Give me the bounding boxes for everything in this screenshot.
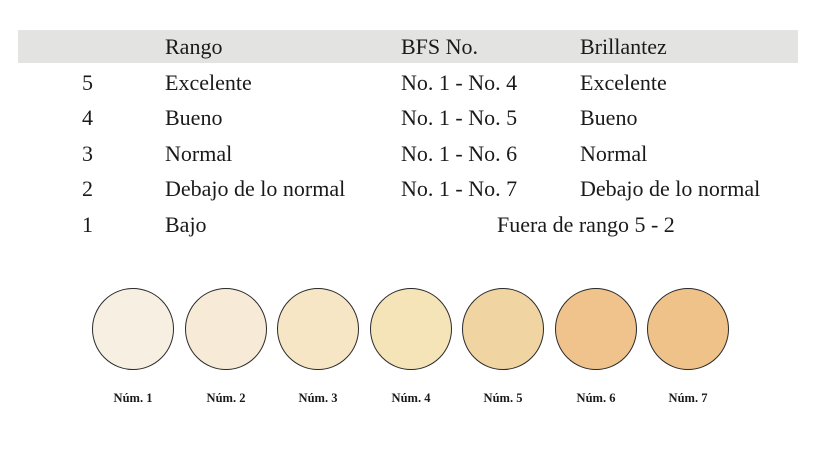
- color-swatch: [370, 288, 452, 370]
- color-swatch: [92, 288, 174, 370]
- swatch-label: Núm. 6: [576, 391, 616, 405]
- header-bfs: BFS No.: [401, 34, 479, 59]
- row-brillantez: Normal: [580, 141, 648, 166]
- row-number: 5: [82, 70, 93, 95]
- color-swatch: [647, 288, 729, 370]
- color-swatch: [185, 288, 267, 370]
- swatch-label: Núm. 3: [298, 391, 338, 405]
- row-bfs: No. 1 - No. 6: [401, 141, 518, 166]
- color-swatch: [462, 288, 544, 370]
- table-header-band: [18, 30, 798, 63]
- row-number: 1: [82, 212, 93, 237]
- swatch-label: Núm. 1: [113, 391, 153, 405]
- row-rango: Bajo: [165, 212, 207, 237]
- row-bfs: No. 1 - No. 7: [401, 176, 518, 201]
- row-rango: Bueno: [165, 105, 223, 130]
- swatch-label: Núm. 5: [483, 391, 523, 405]
- row-bfs: No. 1 - No. 5: [401, 105, 518, 130]
- header-brillantez: Brillantez: [580, 34, 667, 59]
- swatch-label: Núm. 4: [391, 391, 431, 405]
- color-swatch: [277, 288, 359, 370]
- row-brillantez: Debajo de lo normal: [580, 176, 761, 201]
- row-number: 4: [82, 105, 93, 130]
- row-number: 3: [82, 141, 93, 166]
- swatch-label: Núm. 7: [668, 391, 708, 405]
- header-rango: Rango: [165, 34, 223, 59]
- row-out-of-range-note: Fuera de rango 5 - 2: [497, 212, 675, 237]
- color-swatch: [555, 288, 637, 370]
- row-rango: Excelente: [165, 70, 252, 95]
- row-brillantez: Bueno: [580, 105, 638, 130]
- swatch-label: Núm. 2: [206, 391, 246, 405]
- row-rango: Debajo de lo normal: [165, 176, 346, 201]
- row-brillantez: Excelente: [580, 70, 667, 95]
- row-bfs: No. 1 - No. 4: [401, 70, 518, 95]
- row-rango: Normal: [165, 141, 233, 166]
- row-number: 2: [82, 176, 93, 201]
